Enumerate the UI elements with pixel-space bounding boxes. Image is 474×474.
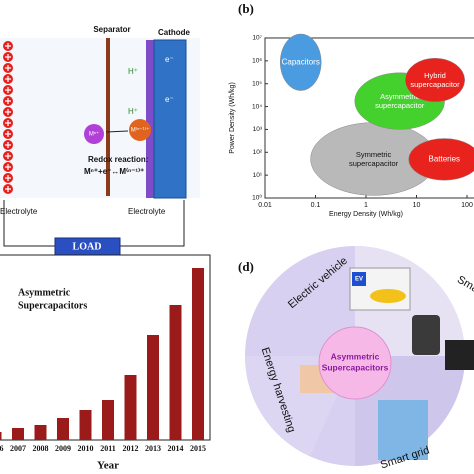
car bbox=[370, 289, 406, 303]
y-tick-label: 10⁰ bbox=[252, 194, 262, 202]
plus bbox=[5, 186, 11, 192]
plus bbox=[5, 142, 11, 148]
x-axis-label: Year bbox=[97, 460, 119, 472]
center bbox=[318, 326, 392, 400]
ev-label: EV bbox=[355, 277, 363, 283]
x-tick-label: 2012 bbox=[123, 444, 139, 453]
panel-a: Separator Cathode H⁺ H⁺ e⁻ e⁻ Mⁿ⁺ M⁽ⁿ⁻¹⁾… bbox=[0, 25, 200, 256]
electron: e⁻ bbox=[165, 55, 174, 64]
x-tick-label: 0.01 bbox=[258, 202, 272, 209]
bar bbox=[102, 400, 114, 440]
bar bbox=[147, 335, 159, 440]
y-tick-label: 10⁵ bbox=[252, 80, 262, 87]
center-label: Supercapacitors bbox=[322, 362, 389, 372]
y-tick-label: 10⁶ bbox=[252, 58, 262, 65]
redox-title: Redox reaction: bbox=[88, 155, 148, 164]
y-tick-label: 10¹ bbox=[253, 172, 263, 179]
x-tick-label: 2011 bbox=[100, 444, 116, 453]
y-tick-label: 10⁴ bbox=[252, 103, 262, 110]
bar bbox=[169, 305, 182, 440]
wire bbox=[3, 200, 55, 247]
proton: H⁺ bbox=[128, 67, 138, 76]
load-label: LOAD bbox=[73, 241, 102, 252]
center-label: Asymmetric bbox=[331, 351, 380, 361]
chart-title: Asymmetric bbox=[18, 287, 71, 298]
ev-sign bbox=[352, 272, 366, 286]
y-tick-label: 10⁷ bbox=[252, 35, 262, 42]
x-tick-label: 2008 bbox=[33, 444, 49, 453]
bar bbox=[34, 425, 47, 440]
cathode bbox=[153, 39, 187, 199]
plus bbox=[5, 109, 11, 115]
segment-label: Sma bbox=[455, 274, 474, 296]
plus bbox=[5, 98, 11, 104]
plus bbox=[5, 54, 11, 60]
x-tick-label: 10 bbox=[413, 202, 421, 209]
panel-d: (d) EV Asymmetric Supercapacitors Electr… bbox=[238, 246, 474, 471]
plus bbox=[5, 76, 11, 82]
bar bbox=[12, 428, 24, 440]
region bbox=[408, 138, 474, 181]
bar bbox=[192, 268, 204, 440]
ion-label: M⁽ⁿ⁻¹⁾⁺ bbox=[131, 127, 149, 134]
x-tick-label: 0.1 bbox=[311, 202, 321, 209]
x-axis-label: Energy Density (Wh/kg) bbox=[329, 211, 403, 218]
plus bbox=[5, 87, 11, 93]
redox-equation: Mⁿ⁺+e⁻↔M⁽ⁿ⁻¹⁾⁺ bbox=[84, 167, 144, 176]
x-tick-label: 1 bbox=[364, 202, 368, 209]
x-tick-label: 2010 bbox=[78, 444, 94, 453]
ion bbox=[84, 124, 104, 144]
electrolyte-label: Electrolyte bbox=[0, 207, 38, 216]
plus bbox=[5, 120, 11, 126]
grid-image bbox=[378, 400, 428, 460]
region-label: Asymmetric supercapacitor bbox=[375, 92, 425, 110]
plus bbox=[5, 164, 11, 170]
region-label: Batteries bbox=[428, 154, 460, 163]
bar bbox=[79, 410, 92, 440]
chart-title: Supercapacitors bbox=[18, 300, 87, 311]
y-axis-label: Power Density (Wh/kg) bbox=[229, 82, 236, 154]
ion-label: Mⁿ⁺ bbox=[89, 131, 99, 138]
panel-b: (b) Energy Density (Wh/kg) Power Density… bbox=[229, 1, 474, 218]
cathode-layer bbox=[146, 40, 154, 198]
region-label: Symmetric supercapacitor bbox=[349, 150, 399, 168]
x-tick-label: 2006 bbox=[0, 444, 4, 453]
plus bbox=[5, 43, 11, 49]
region-label: Capacitors bbox=[282, 57, 320, 66]
y-tick-label: 10² bbox=[253, 149, 263, 156]
region bbox=[405, 57, 465, 103]
x-tick-label: 100 bbox=[461, 202, 473, 209]
plus bbox=[5, 65, 11, 71]
bar bbox=[0, 432, 2, 440]
x-tick-label: 2015 bbox=[190, 444, 206, 453]
cathode-label: Cathode bbox=[158, 28, 191, 37]
proton: H⁺ bbox=[128, 107, 138, 116]
electron: e⁻ bbox=[165, 95, 174, 104]
arrow bbox=[105, 130, 129, 133]
device-image bbox=[445, 340, 474, 370]
panel-c: Asymmetric Supercapacitors Year 2006 2007… bbox=[0, 254, 211, 472]
bar bbox=[57, 418, 69, 440]
region bbox=[279, 33, 322, 91]
x-tick-label: 2013 bbox=[145, 444, 161, 453]
plus bbox=[5, 131, 11, 137]
bar bbox=[124, 375, 137, 440]
y-tick-label: 10³ bbox=[253, 126, 263, 133]
x-tick-label: 2009 bbox=[55, 444, 71, 453]
wire bbox=[120, 200, 185, 247]
panel-label: (d) bbox=[238, 259, 254, 274]
ion bbox=[129, 119, 151, 141]
plus bbox=[5, 153, 11, 159]
electrolyte-label: Electrolyte bbox=[128, 207, 166, 216]
separator-label: Separator bbox=[93, 25, 130, 34]
region-label: Hybrid supercapacitor bbox=[410, 71, 460, 89]
plus bbox=[5, 175, 11, 181]
x-tick-label: 2014 bbox=[168, 444, 184, 453]
anode bbox=[3, 41, 13, 194]
device-image bbox=[412, 315, 440, 355]
panel-label: (b) bbox=[238, 1, 254, 16]
x-tick-label: 2007 bbox=[10, 444, 26, 453]
